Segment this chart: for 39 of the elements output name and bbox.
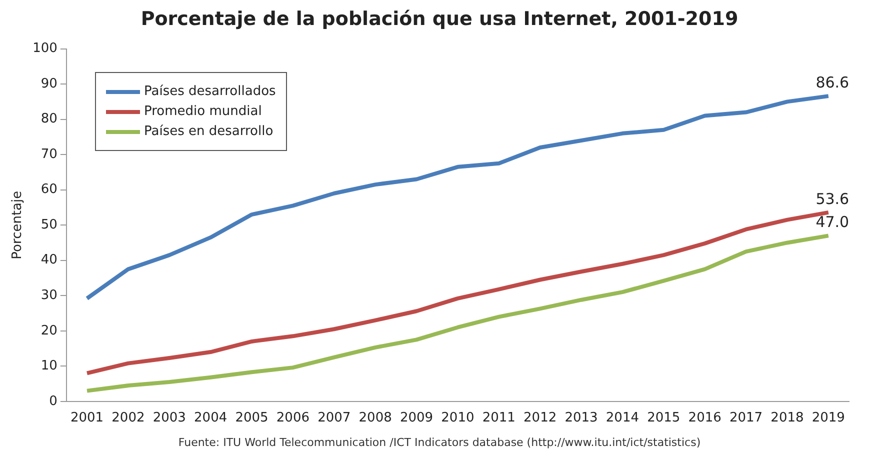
x-tick-label: 2018	[770, 410, 804, 426]
x-tick-label: 2005	[235, 410, 268, 426]
x-tick-label: 2009	[400, 410, 434, 426]
y-tick-label: 70	[40, 146, 58, 162]
x-tick-label: 2012	[524, 410, 557, 426]
x-tick-label: 2019	[812, 410, 845, 426]
y-tick-label: 40	[40, 252, 58, 268]
data-label: 53.6	[816, 190, 850, 208]
x-tick-label: 2017	[729, 410, 763, 426]
data-label: 47.0	[816, 213, 850, 232]
x-tick-label: 2006	[276, 410, 310, 426]
data-label: 86.6	[816, 73, 850, 92]
y-tick-label: 90	[40, 76, 58, 92]
y-tick-label: 50	[40, 217, 58, 232]
x-tick-label: 2003	[152, 410, 186, 426]
y-tick-label: 80	[40, 112, 58, 127]
y-tick-label: 10	[40, 358, 58, 374]
x-tick-label: 2001	[70, 410, 104, 426]
y-tick-label: 20	[40, 323, 58, 338]
x-tick-label: 2016	[688, 410, 722, 426]
x-tick-label: 2002	[112, 410, 145, 426]
x-tick-label: 2011	[482, 410, 516, 426]
legend-label: Promedio mundial	[144, 104, 262, 119]
y-axis-title: Porcentaje	[10, 190, 26, 260]
legend-label: Países desarrollados	[144, 84, 276, 99]
x-tick-label: 2013	[564, 410, 598, 426]
x-tick-label: 2004	[194, 410, 228, 426]
x-tick-label: 2007	[318, 410, 351, 426]
y-tick-label: 100	[32, 41, 58, 56]
y-tick-label: 60	[40, 182, 58, 198]
x-tick-label: 2008	[358, 410, 392, 426]
legend-label: Países en desarrollo	[144, 124, 274, 139]
x-tick-label: 2010	[441, 410, 474, 426]
x-tick-label: 2014	[606, 410, 640, 426]
y-tick-label: 30	[40, 288, 58, 303]
chart-title: Porcentaje de la población que usa Internet, 2001-2019	[140, 8, 740, 30]
x-tick-label: 2015	[647, 410, 680, 426]
source-note: Fuente: ITU World Telecommunication /ICT Indicators database (http://www.itu.int/ict/statistics)	[177, 436, 702, 449]
y-tick-label: 0	[49, 394, 58, 409]
